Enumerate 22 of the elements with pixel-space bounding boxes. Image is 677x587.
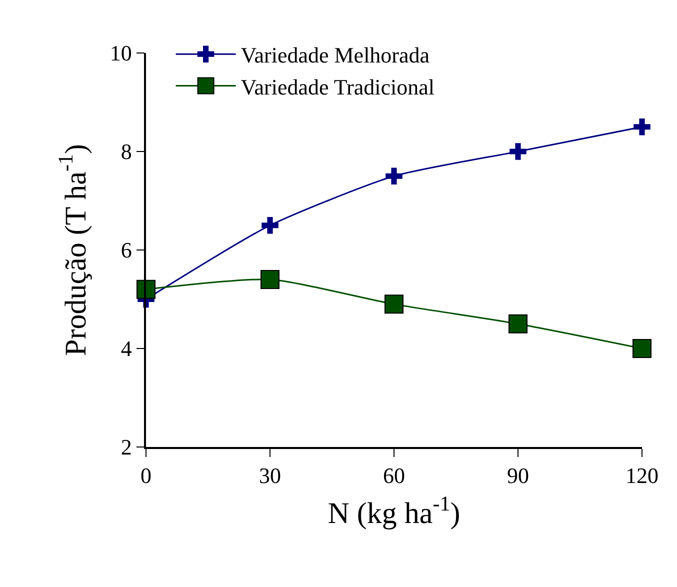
y-tick-label: 4 — [120, 336, 132, 362]
point — [262, 216, 278, 234]
y-tick-label: 8 — [120, 139, 132, 164]
x-tick-label: 30 — [259, 463, 281, 488]
y-tick-label: 2 — [120, 434, 132, 460]
legend-label: Variedade Tradicional — [240, 74, 434, 100]
x-tick-label: 90 — [507, 463, 529, 488]
point — [632, 339, 652, 358]
y-tick-label: 10 — [110, 40, 132, 66]
x-tick-label: 60 — [383, 463, 405, 488]
point — [634, 118, 650, 136]
point — [508, 314, 528, 334]
x-tick-label: 120 — [626, 463, 658, 488]
y-tick-label: 6 — [120, 238, 132, 263]
x-tick-label: 0 — [140, 463, 152, 488]
point — [386, 168, 402, 185]
point — [510, 143, 526, 160]
legend-label: Variedade Melhorada — [240, 42, 430, 68]
point — [136, 280, 156, 299]
x-axis-title: N (kg ha$^{-1}$) — [328, 492, 460, 530]
point — [384, 294, 404, 314]
point — [260, 270, 280, 290]
